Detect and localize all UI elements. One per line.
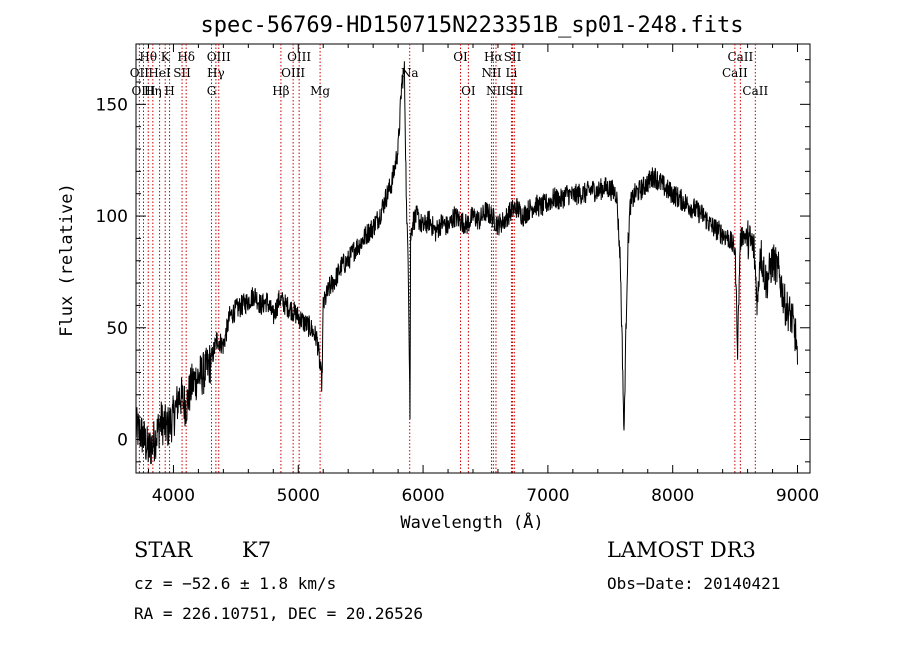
line-label: SII (504, 50, 522, 64)
observation-date: Obs−Date: 20140421 (607, 574, 781, 593)
x-tick-label: 7000 (526, 486, 569, 506)
y-tick-label: 50 (106, 319, 128, 339)
line-label: G (207, 84, 217, 98)
line-label: NII (481, 66, 501, 80)
coordinates-text: RA = 226.10751, DEC = 20.26526 (134, 604, 423, 623)
line-label: Li (506, 66, 518, 80)
emission-line-labels: Hθ OII OIII K HeI Hη SII H Hδ OIII Hγ G Hβ OIII OIII Mg… (130, 50, 769, 98)
x-tick-label: 6000 (401, 486, 444, 506)
line-label: CaII (727, 50, 753, 64)
line-label: Na (401, 66, 419, 80)
line-label: Hθ (139, 50, 157, 64)
x-axis: 4000 5000 6000 7000 8000 9000 (147, 44, 819, 506)
object-subclass: K7 (242, 538, 272, 562)
redshift-text: cz = −52.6 ± 1.8 km/s (134, 574, 337, 593)
y-axis: 0 50 100 150 (96, 59, 810, 463)
x-tick-label: 9000 (776, 486, 819, 506)
line-label: OIII (131, 84, 155, 98)
line-label: NII (486, 84, 506, 98)
x-tick-label: 8000 (651, 486, 694, 506)
y-axis-label: Flux (relative) (57, 183, 77, 337)
line-label: OII (130, 66, 150, 80)
chart-title: spec-56769-HD150715N223351B_sp01-248.fit… (200, 13, 743, 38)
emission-line-markers (138, 44, 756, 473)
line-label: CaII (742, 84, 768, 98)
object-class: STAR (134, 538, 193, 562)
line-label: Hγ (207, 66, 225, 80)
x-tick-label: 5000 (277, 486, 320, 506)
line-label: CaII (722, 66, 748, 80)
survey-name: LAMOST DR3 (607, 538, 756, 562)
line-label: Mg (310, 84, 330, 98)
line-label: HeI (148, 66, 171, 80)
line-label: Hη (144, 84, 162, 98)
line-label: K (161, 50, 171, 64)
plot-frame (135, 43, 811, 474)
y-tick-label: 0 (117, 430, 128, 450)
x-tick-label: 4000 (152, 486, 195, 506)
line-label: Hδ (177, 50, 195, 64)
y-tick-label: 150 (96, 95, 128, 115)
line-label: OI (453, 50, 468, 64)
spectrum-line (135, 61, 798, 465)
line-label: OIII (281, 66, 305, 80)
line-label: H (164, 84, 174, 98)
line-label: Hα (484, 50, 503, 64)
x-axis-label: Wavelength (Å) (400, 511, 543, 533)
line-label: OI (461, 84, 476, 98)
y-tick-label: 100 (96, 207, 128, 227)
line-label: SII (173, 66, 191, 80)
line-label: SII (505, 84, 523, 98)
line-label: OIII (287, 50, 311, 64)
line-label: Hβ (272, 84, 289, 98)
line-label: OIII (207, 50, 231, 64)
